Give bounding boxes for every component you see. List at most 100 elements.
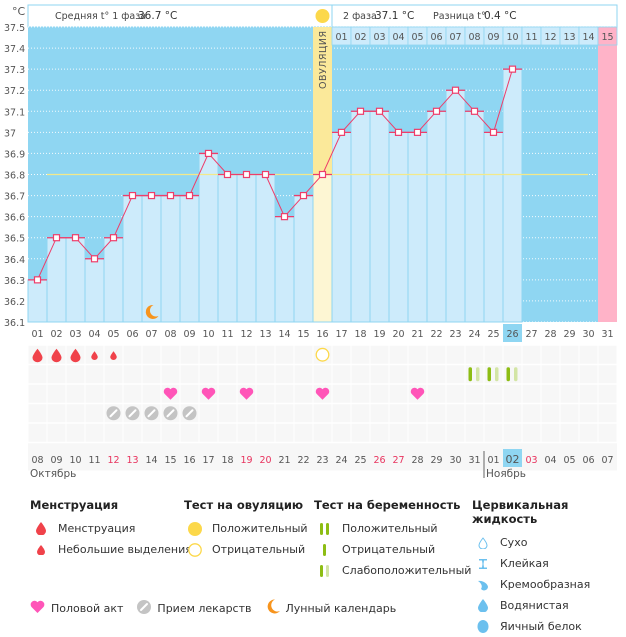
cycle-day-label: 11 — [221, 329, 233, 340]
legend-item: Сухо — [472, 532, 626, 553]
temperature-bar — [255, 174, 276, 323]
temperature-bar — [46, 237, 67, 323]
legend-label: Половой акт — [51, 601, 124, 615]
legend-label: Положительный — [342, 522, 438, 535]
phase2-label: 2 фаза — [343, 11, 377, 22]
dpo-label: 15 — [601, 32, 613, 43]
y-tick-label: 36.3 — [4, 276, 25, 287]
legend-item: Отрицательный — [314, 539, 471, 560]
temperature-bar — [426, 110, 447, 323]
cycle-day-label: 10 — [202, 329, 214, 340]
temperature-point — [128, 191, 137, 200]
temperature-point — [280, 213, 289, 221]
legend-label: Прием лекарств — [157, 601, 252, 615]
today-highlight — [503, 324, 522, 342]
legend-label: Положительный — [212, 522, 308, 535]
temperature-point — [489, 128, 498, 136]
ovulation-label: ОВУЛЯЦИЯ — [318, 30, 329, 89]
cycle-day-label: 13 — [259, 329, 271, 340]
legend-label: Лунный календарь — [285, 601, 397, 615]
legend-label: Кремообразная — [500, 578, 591, 591]
temperature-point — [508, 65, 517, 73]
legend-title: Тест на овуляцию — [184, 498, 304, 512]
temperature-bar — [502, 68, 523, 323]
moon-icon — [266, 599, 280, 617]
pregnancy-test-line — [487, 367, 491, 382]
pill-stripe — [185, 409, 194, 418]
watery-drop-icon — [472, 599, 494, 612]
temperature-bar — [103, 237, 124, 323]
temperature-bar — [293, 195, 314, 323]
legend-item: Отрицательный — [184, 539, 308, 560]
calendar-date-label: 03 — [525, 455, 537, 466]
y-tick-label: 37.1 — [4, 107, 25, 118]
temperature-point — [242, 170, 251, 179]
calendar-date-label: 22 — [297, 455, 309, 466]
temperature-point — [166, 191, 175, 200]
legend-item: Лунный календарь — [266, 599, 397, 617]
today-date-highlight — [503, 449, 522, 467]
y-tick-label: 37.2 — [4, 86, 25, 97]
pregnancy-test-line — [506, 367, 510, 382]
temperature-point — [394, 128, 403, 136]
pregnancy-test-line — [476, 367, 480, 382]
blood-drop-icon — [30, 522, 52, 535]
y-tick-label: 37 — [4, 128, 16, 139]
egg-white-icon — [472, 620, 494, 633]
pregnancy-test-line — [468, 367, 472, 382]
temperature-point — [261, 170, 270, 179]
legend-label: Отрицательный — [212, 543, 306, 556]
phase1-value: 36.7 °C — [138, 10, 177, 22]
legend-label: Клейкая — [500, 557, 549, 570]
temperature-bar — [84, 258, 105, 323]
diff-value: 0.4 °C — [484, 10, 517, 22]
calendar-date-label: 15 — [164, 455, 176, 466]
calendar-date-label: 16 — [183, 455, 195, 466]
calendar-date-label: 05 — [563, 455, 575, 466]
cycle-day-label: 29 — [563, 329, 575, 340]
small-drop-icon — [110, 351, 117, 360]
calendar-date-label: 12 — [107, 455, 119, 466]
legend-pregnancy-test: Тест на беременность Положительный Отриц… — [314, 498, 471, 581]
temperature-point — [52, 234, 61, 242]
calendar-date-label: 18 — [221, 455, 233, 466]
calendar-date-label: 25 — [354, 455, 366, 466]
positive-circle-icon — [184, 521, 206, 536]
calendar-date-label: 07 — [601, 455, 613, 466]
heart-icon — [201, 387, 216, 400]
legend-item: Водянистая — [472, 595, 626, 616]
legend-label: Слабоположительный — [342, 564, 472, 577]
calendar-date-label: 23 — [316, 455, 328, 466]
legend-item: Яичный белок — [472, 616, 626, 637]
temperature-bar — [445, 89, 466, 323]
legend-label: Менструация — [58, 522, 136, 535]
legend-label: Яичный белок — [500, 620, 582, 633]
heart-icon — [239, 387, 254, 400]
unit-label: °C — [12, 5, 26, 18]
heart-icon — [163, 387, 178, 400]
cycle-day-label: 02 — [50, 329, 62, 340]
pregnancy-test-line — [495, 367, 499, 382]
calendar-date-label: 14 — [145, 455, 157, 466]
cycle-day-label: 25 — [487, 329, 499, 340]
dpo-label: 07 — [449, 32, 461, 43]
cycle-day-label: 19 — [373, 329, 385, 340]
pill-stripe — [147, 409, 156, 418]
cycle-day-label: 12 — [240, 329, 252, 340]
temperature-point — [451, 86, 460, 94]
calendar-date-label: 06 — [582, 455, 594, 466]
cycle-day-label: 20 — [392, 329, 404, 340]
dpo-label: 06 — [430, 32, 442, 43]
legend-item: Положительный — [314, 518, 471, 539]
temperature-bar — [464, 110, 485, 323]
legend-item: Слабоположительный — [314, 560, 471, 581]
cycle-day-label: 28 — [544, 329, 556, 340]
pill-stripe — [166, 409, 175, 418]
bbt-chart: °C Средняя t° 1 фаза 36.7 °C 2 фаза 37.1 °C… — [4, 4, 618, 482]
temperature-bar — [122, 195, 143, 323]
y-tick-label: 36.7 — [4, 192, 25, 203]
cycle-day-label: 04 — [88, 329, 100, 340]
ovulation-test-negative-icon — [315, 347, 330, 362]
legend-label: Отрицательный — [342, 543, 436, 556]
